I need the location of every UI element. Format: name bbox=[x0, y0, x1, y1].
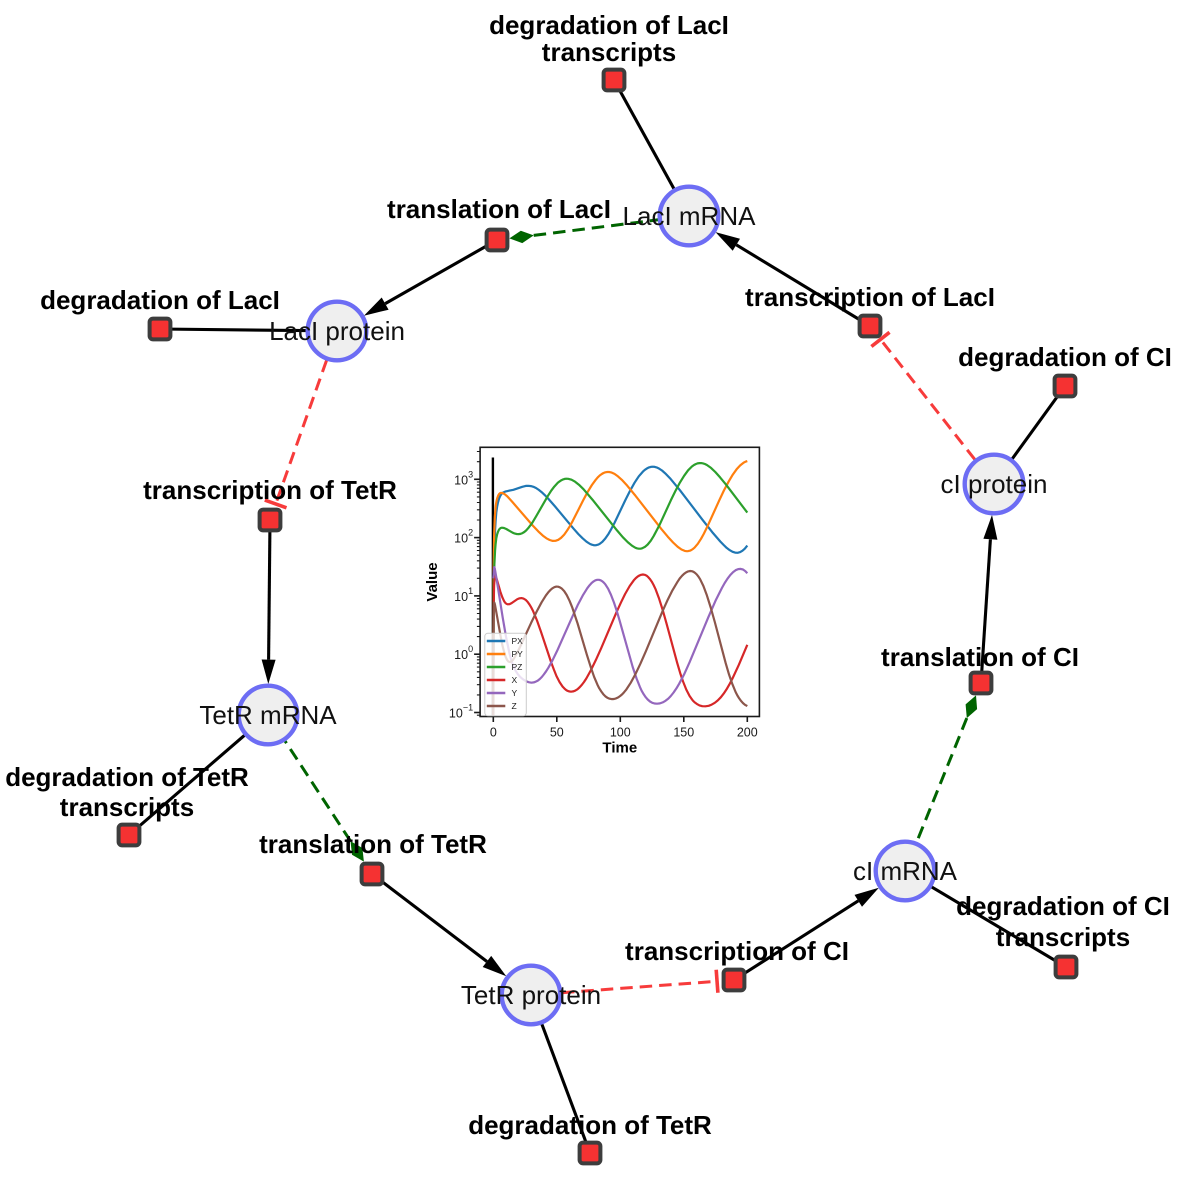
svg-text:PX: PX bbox=[512, 636, 524, 646]
svg-text:Y: Y bbox=[512, 688, 518, 698]
svg-text:degradation of TetR: degradation of TetR bbox=[5, 762, 249, 792]
svg-text:50: 50 bbox=[550, 726, 564, 740]
svg-text:103: 103 bbox=[454, 469, 473, 487]
svg-text:transcripts: transcripts bbox=[996, 922, 1130, 952]
svg-text:PZ: PZ bbox=[512, 662, 523, 672]
svg-text:transcription of TetR: transcription of TetR bbox=[143, 475, 397, 505]
svg-text:Value: Value bbox=[424, 562, 441, 601]
svg-text:translation of LacI: translation of LacI bbox=[387, 194, 611, 224]
svg-text:degradation of LacI: degradation of LacI bbox=[489, 10, 729, 40]
svg-text:Z: Z bbox=[512, 701, 517, 711]
svg-text:Time: Time bbox=[602, 740, 637, 757]
svg-text:transcripts: transcripts bbox=[60, 792, 194, 822]
svg-text:transcription of LacI: transcription of LacI bbox=[745, 282, 995, 312]
svg-text:degradation of TetR: degradation of TetR bbox=[468, 1110, 712, 1140]
svg-text:degradation of CI: degradation of CI bbox=[956, 891, 1170, 921]
svg-text:101: 101 bbox=[454, 586, 473, 604]
svg-text:102: 102 bbox=[454, 528, 473, 546]
svg-text:X: X bbox=[512, 675, 518, 685]
svg-text:100: 100 bbox=[454, 644, 473, 662]
svg-text:transcription of CI: transcription of CI bbox=[625, 936, 849, 966]
svg-text:200: 200 bbox=[737, 726, 758, 740]
svg-text:0: 0 bbox=[490, 726, 497, 740]
svg-text:translation of CI: translation of CI bbox=[881, 642, 1079, 672]
svg-text:TetR protein: TetR protein bbox=[461, 980, 601, 1010]
svg-text:10−1: 10−1 bbox=[449, 703, 473, 721]
svg-text:transcripts: transcripts bbox=[542, 37, 676, 67]
svg-text:degradation of CI: degradation of CI bbox=[958, 342, 1172, 372]
svg-text:TetR mRNA: TetR mRNA bbox=[199, 700, 337, 730]
svg-text:LacI mRNA: LacI mRNA bbox=[623, 201, 757, 231]
svg-text:150: 150 bbox=[673, 726, 694, 740]
svg-text:cI mRNA: cI mRNA bbox=[853, 856, 958, 886]
svg-text:LacI protein: LacI protein bbox=[269, 316, 405, 346]
svg-text:translation of TetR: translation of TetR bbox=[259, 829, 487, 859]
svg-text:cI protein: cI protein bbox=[941, 469, 1048, 499]
svg-text:PY: PY bbox=[512, 649, 524, 659]
svg-text:100: 100 bbox=[610, 726, 631, 740]
svg-text:degradation of LacI: degradation of LacI bbox=[40, 285, 280, 315]
